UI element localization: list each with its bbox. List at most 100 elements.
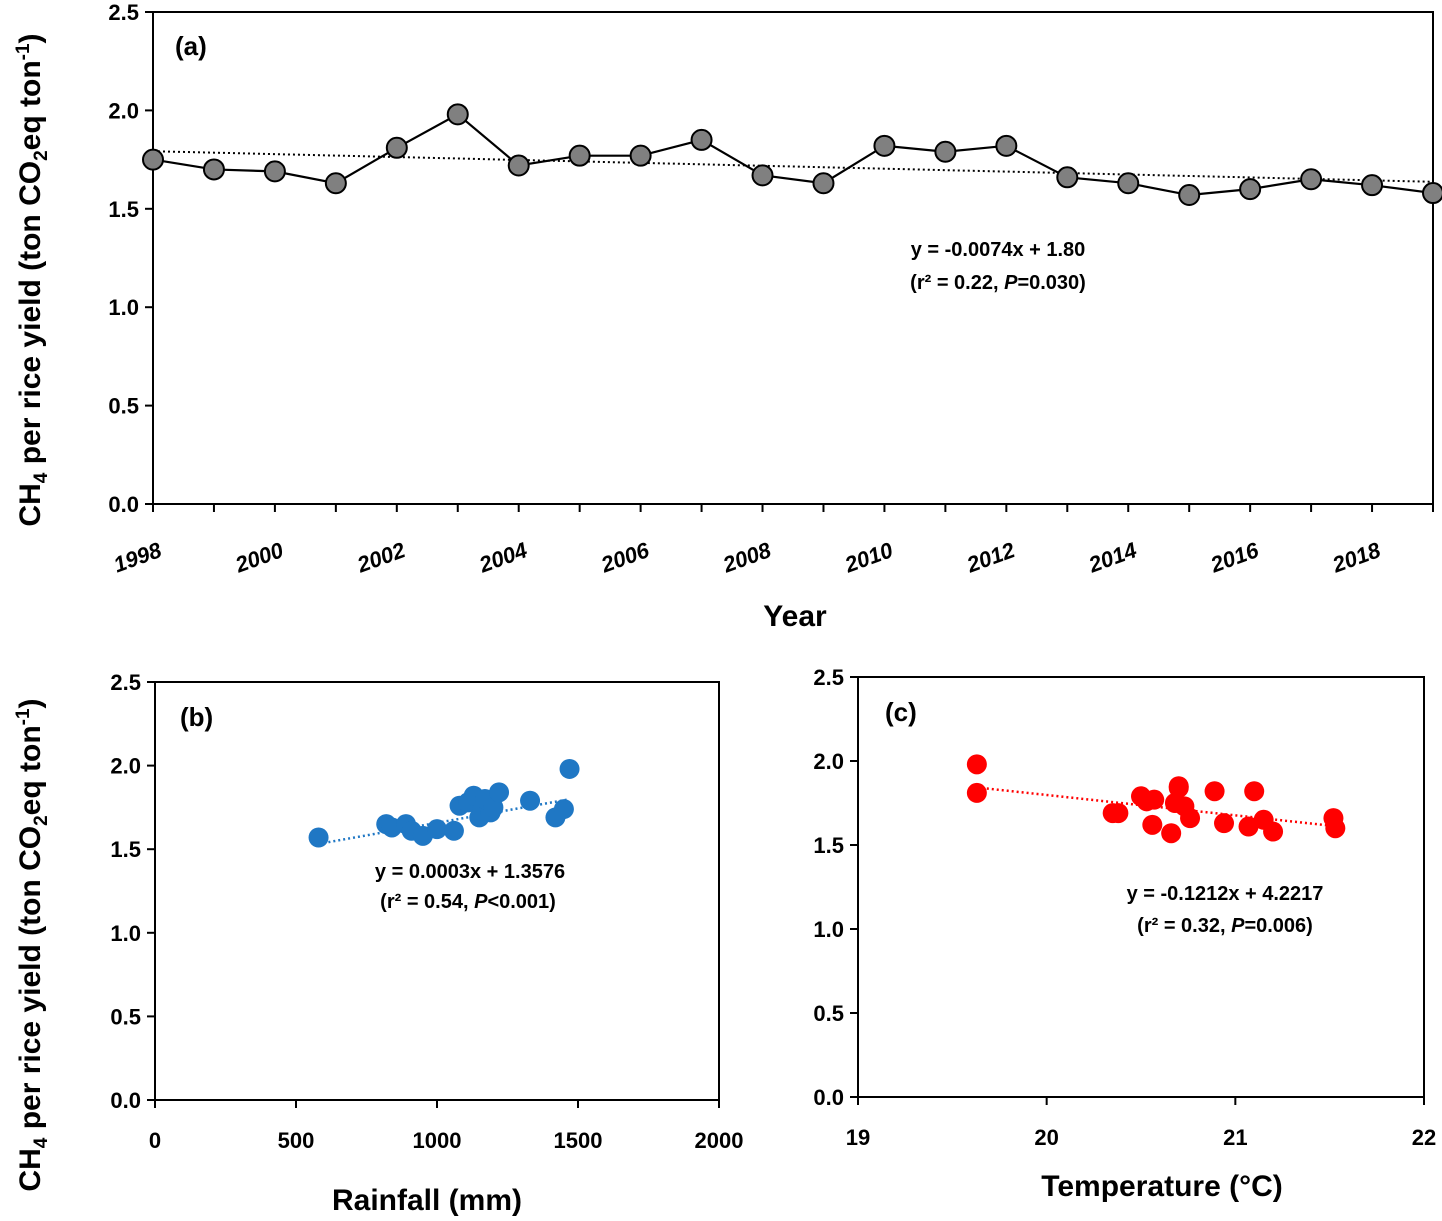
data-point [934, 140, 957, 163]
panel-label-c: (c) [885, 697, 917, 727]
panel-c: 0.0 0.5 1.0 1.5 2.0 2.5 19 20 21 22 (c) y = -0.1… [813, 665, 1436, 1203]
x-tick-label: 20 [1034, 1125, 1058, 1150]
series-line-a [152, 113, 1434, 197]
data-point [1108, 803, 1129, 824]
x-tick-label: 19 [846, 1125, 870, 1150]
x-tick-label: 2010 [841, 537, 897, 578]
data-point [1239, 178, 1262, 201]
y-tick-label: 2.5 [108, 0, 139, 25]
data-point [751, 164, 774, 187]
data-point [1161, 823, 1182, 844]
data-point [1361, 174, 1384, 197]
data-point [1180, 808, 1201, 829]
y-tick-label: 1.0 [108, 295, 139, 320]
y-tick-label: 1.0 [813, 917, 844, 942]
y-tick-label: 1.0 [110, 921, 141, 946]
data-point [1178, 184, 1201, 207]
data-point [873, 134, 896, 157]
x-tick-label: 1500 [554, 1128, 603, 1153]
y-tick-label: 0.0 [813, 1085, 844, 1110]
data-point [1144, 789, 1165, 810]
data-point [443, 820, 464, 841]
data-point [1238, 816, 1259, 837]
data-point [966, 754, 987, 775]
y-axis-label-b: CH4 per rice yield (ton CO2eq ton-1) [13, 698, 52, 1191]
data-point [995, 134, 1018, 157]
data-point [263, 160, 286, 183]
data-points-b [308, 758, 580, 848]
data-point [690, 128, 713, 151]
y-tick-label: 0.0 [108, 492, 139, 517]
y-tick-label: 2.0 [813, 749, 844, 774]
data-point [559, 758, 580, 779]
x-tick-label: 2012 [963, 537, 1019, 578]
data-point [1168, 776, 1189, 797]
data-point [489, 782, 510, 803]
x-tick-label: 1998 [110, 537, 165, 577]
data-point [308, 827, 329, 848]
y-tick-label: 0.0 [110, 1088, 141, 1113]
data-point [520, 790, 541, 811]
stats-a: (r² = 0.22, P=0.030) [910, 272, 1086, 294]
data-point [446, 103, 469, 126]
equation-c: y = -0.1212x + 4.2217 [1127, 883, 1324, 905]
data-point [385, 136, 408, 159]
y-tick-label: 0.5 [108, 394, 139, 419]
data-point [568, 144, 591, 167]
x-tick-label: 21 [1223, 1125, 1247, 1150]
data-point [483, 797, 504, 818]
y-axis-b: 0.0 0.5 1.0 1.5 2.0 2.5 [110, 670, 155, 1113]
x-tick-label: 2018 [1328, 537, 1384, 578]
y-tick-label: 1.5 [110, 837, 141, 862]
data-point [812, 172, 835, 195]
y-tick-label: 1.5 [813, 833, 844, 858]
data-point [324, 172, 347, 195]
data-point [1422, 182, 1442, 205]
data-point [1117, 172, 1140, 195]
equation-a: y = -0.0074x + 1.80 [911, 239, 1086, 261]
y-tick-label: 2.5 [813, 665, 844, 690]
data-point [1142, 814, 1163, 835]
y-tick-label: 0.5 [110, 1004, 141, 1029]
data-point [1263, 821, 1284, 842]
x-axis-a: 1998 2000 2002 2004 2006 2008 2010 2012 2014 2016… [110, 504, 1434, 578]
y-tick-label: 2.0 [108, 98, 139, 123]
data-point [1214, 813, 1235, 834]
x-tick-label: 2000 [695, 1128, 744, 1153]
plot-frame-a [152, 11, 1434, 505]
x-tick-label: 2014 [1084, 537, 1139, 578]
plot-frame-c [857, 676, 1425, 1098]
y-axis-a: 0.0 0.5 1.0 1.5 2.0 2.5 [108, 0, 153, 517]
data-point [507, 154, 530, 177]
y-tick-label: 2.0 [110, 754, 141, 779]
data-point [629, 144, 652, 167]
x-tick-label: 1000 [413, 1128, 462, 1153]
x-tick-label: 2002 [353, 537, 409, 578]
x-tick-label: 22 [1412, 1125, 1436, 1150]
stats-b: (r² = 0.54, P<0.001) [380, 891, 556, 913]
data-point [1300, 168, 1323, 191]
x-axis-c: 19 20 21 22 [846, 1097, 1436, 1150]
data-point [966, 782, 987, 803]
x-tick-label: 500 [278, 1128, 315, 1153]
x-axis-label-a: Year [763, 600, 827, 633]
x-tick-label: 2008 [719, 537, 775, 578]
data-point [1204, 781, 1225, 802]
data-points-a [142, 103, 1442, 207]
data-point [1056, 166, 1079, 189]
x-axis-label-b: Rainfall (mm) [332, 1184, 522, 1217]
y-axis-label-a: CH4 per rice yield (ton CO2eq ton-1) [13, 33, 52, 526]
y-tick-label: 1.5 [108, 197, 139, 222]
x-axis-label-c: Temperature (°C) [1041, 1170, 1282, 1203]
data-point [142, 148, 164, 171]
y-axis-c: 0.0 0.5 1.0 1.5 2.0 2.5 [813, 665, 858, 1110]
x-tick-label: 2006 [597, 537, 653, 578]
x-tick-label: 0 [149, 1128, 161, 1153]
trendline-a [152, 150, 1434, 183]
y-tick-label: 2.5 [110, 670, 141, 695]
data-point [202, 158, 225, 181]
panel-label-a: (a) [175, 31, 207, 61]
panel-b: 0.00.51.01.52.02.5 0 500 1000 1500 2000 (b) … [110, 670, 743, 1217]
stats-c: (r² = 0.32, P=0.006) [1137, 915, 1313, 937]
